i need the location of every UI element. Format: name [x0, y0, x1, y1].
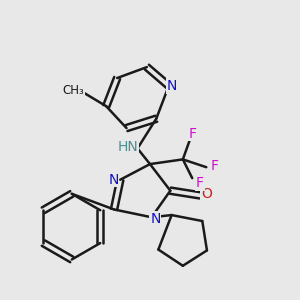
Text: HN: HN: [118, 140, 139, 154]
Text: CH₃: CH₃: [62, 84, 84, 97]
Text: N: N: [108, 173, 118, 187]
Text: F: F: [196, 176, 204, 190]
Text: F: F: [188, 127, 196, 141]
Text: O: O: [201, 187, 212, 201]
Text: N: N: [167, 79, 177, 93]
Text: F: F: [210, 159, 218, 172]
Text: N: N: [150, 212, 160, 226]
